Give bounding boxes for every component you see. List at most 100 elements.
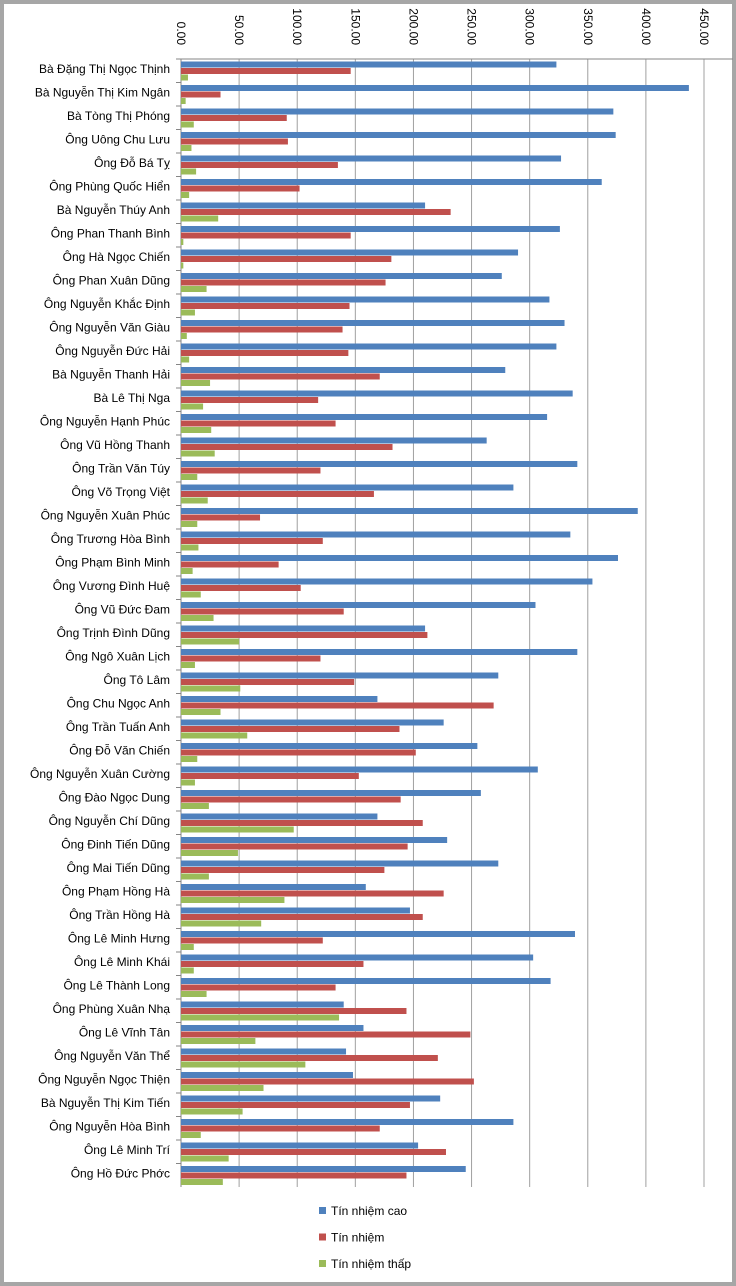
- category-label: Ông Phan Xuân Dũng: [53, 272, 170, 287]
- bar-low: [181, 779, 195, 786]
- category-label: Ông Vũ Hồng Thanh: [60, 437, 170, 452]
- x-tick-label: 100.00: [290, 8, 304, 45]
- category-label: Ông Lê Minh Khái: [74, 954, 170, 969]
- bar-high: [181, 1119, 514, 1125]
- bar-high: [181, 1048, 347, 1055]
- bar-high: [181, 390, 573, 397]
- bar-mid: [181, 514, 261, 521]
- bar-high: [181, 179, 602, 185]
- category-label: Ông Đào Ngọc Dung: [59, 789, 170, 804]
- bar-low: [181, 709, 221, 715]
- bar-high: [181, 85, 689, 91]
- bar-mid: [181, 1149, 446, 1155]
- bar-low: [181, 1108, 243, 1115]
- bar-mid: [181, 632, 428, 638]
- bar-mid: [181, 326, 343, 333]
- bar-low: [181, 991, 207, 997]
- bar-low: [181, 826, 294, 833]
- bar-high: [181, 696, 378, 702]
- bar-low: [181, 286, 207, 292]
- category-label: Ông Đinh Tiến Dũng: [61, 836, 170, 851]
- bar-mid: [181, 350, 349, 356]
- category-label: Bà Nguyễn Thị Kim Ngân: [35, 84, 170, 99]
- bar-low: [181, 685, 241, 692]
- bar-high: [181, 672, 499, 679]
- bar-high: [181, 343, 557, 350]
- bar-low: [181, 215, 219, 222]
- bar-high: [181, 555, 618, 561]
- bar-low: [181, 74, 188, 81]
- bar-low: [181, 756, 198, 762]
- gridlines: [176, 58, 733, 1187]
- category-label: Ông Nguyễn Khắc Định: [44, 296, 170, 311]
- bar-mid: [181, 68, 351, 74]
- bar-mid: [181, 373, 380, 380]
- category-label: Ông Nguyễn Chí Dũng: [49, 813, 170, 828]
- bar-high: [181, 1072, 354, 1078]
- bar-mid: [181, 1172, 407, 1179]
- bar-mid: [181, 303, 350, 309]
- bar-high: [181, 531, 571, 538]
- bar-mid: [181, 138, 288, 145]
- bar-high: [181, 790, 481, 796]
- bar-low: [181, 380, 211, 386]
- bar-high: [181, 484, 514, 491]
- bar-low: [181, 239, 184, 245]
- bar-mid: [181, 867, 385, 873]
- x-tick-label: 450.00: [697, 8, 711, 45]
- bar-low: [181, 544, 199, 551]
- category-label: Ông Trần Hồng Hà: [69, 907, 170, 922]
- bar-low: [181, 1038, 256, 1044]
- bar-high: [181, 320, 565, 326]
- bar-high: [181, 813, 378, 820]
- bar-low: [181, 403, 204, 410]
- bar-low: [181, 568, 193, 574]
- category-label: Ông Phạm Bình Minh: [55, 554, 170, 569]
- x-tick-label: 250.00: [465, 8, 479, 45]
- bar-mid: [181, 162, 338, 168]
- bar-mid: [181, 1031, 471, 1038]
- bar-high: [181, 1095, 441, 1102]
- bar-low: [181, 897, 285, 903]
- bar-low: [181, 967, 194, 974]
- bar-mid: [181, 726, 400, 732]
- bar-high: [181, 743, 478, 749]
- bar-low: [181, 168, 197, 175]
- bar-low: [181, 1179, 223, 1185]
- bar-low: [181, 944, 194, 950]
- bar-high: [181, 461, 578, 467]
- bar-low: [181, 192, 190, 198]
- bar-mid: [181, 796, 401, 803]
- x-tick-label: 200.00: [406, 8, 420, 45]
- category-label: Bà Đặng Thị Ngọc Thịnh: [39, 62, 170, 76]
- bar-high: [181, 296, 550, 303]
- category-label: Ông Phùng Quốc Hiển: [49, 178, 170, 193]
- category-label: Ông Đỗ Bá Tỵ: [94, 155, 170, 170]
- category-label: Ông Nguyễn Đức Hải: [55, 343, 170, 358]
- bar-mid: [181, 491, 374, 497]
- bar-high: [181, 602, 536, 608]
- bar-low: [181, 427, 212, 433]
- bar-low: [181, 1132, 201, 1138]
- bar-low: [181, 450, 215, 457]
- bar-low: [181, 873, 209, 880]
- bar-high: [181, 132, 616, 138]
- bar-mid: [181, 679, 355, 685]
- bar-high: [181, 837, 448, 843]
- legend-label: Tín nhiệm: [331, 1231, 384, 1245]
- bar-high: [181, 954, 534, 961]
- bar-mid: [181, 655, 321, 662]
- x-tick-label: 400.00: [639, 8, 653, 45]
- bar-mid: [181, 914, 423, 920]
- bar-low: [181, 497, 208, 504]
- x-tick-label: 0.00: [174, 22, 188, 46]
- bar-high: [181, 437, 487, 444]
- bar-low: [181, 638, 240, 645]
- bar-high: [181, 202, 426, 209]
- bar-low: [181, 1155, 229, 1162]
- category-label: Bà Lê Thị Nga: [94, 391, 171, 405]
- category-label: Ông Lê Minh Hưng: [68, 930, 170, 945]
- category-label: Ông Hồ Đức Phớc: [71, 1165, 170, 1180]
- category-label: Ông Nguyễn Xuân Cường: [30, 766, 170, 781]
- category-label: Ông Trần Văn Túy: [72, 460, 170, 475]
